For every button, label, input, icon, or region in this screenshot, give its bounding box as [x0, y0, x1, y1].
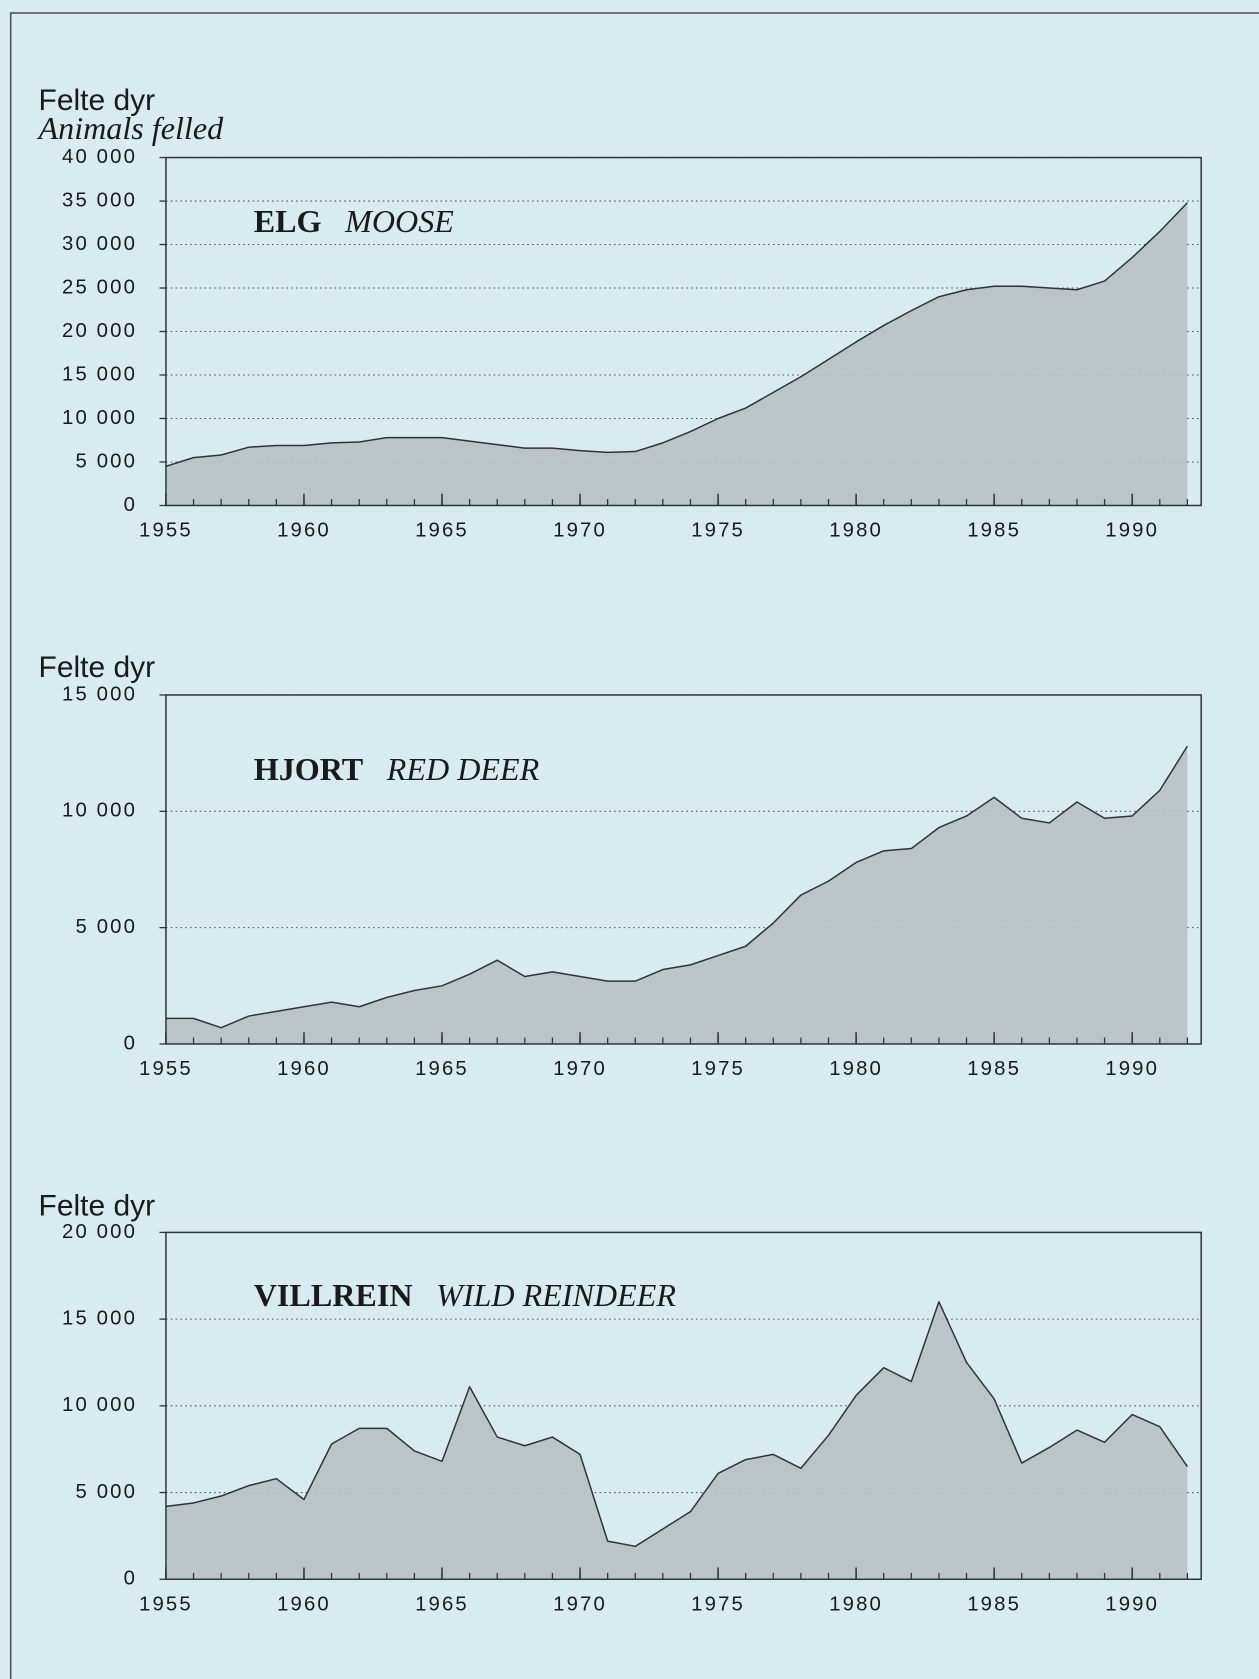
area-outline	[165, 745, 1189, 1029]
plot-frame	[165, 1231, 1202, 1581]
x-tick-label: 1990	[1105, 1058, 1159, 1080]
x-tick-label: 1985	[967, 520, 1021, 542]
y-tick-label: 20 000	[62, 320, 137, 342]
area	[165, 1301, 1188, 1580]
title-english: WILD REINDEER	[436, 1277, 676, 1313]
x-tick-label: 1955	[139, 520, 193, 542]
area-outline	[165, 202, 1188, 468]
area	[165, 202, 1188, 506]
x-tick-label: 1965	[415, 1593, 469, 1615]
y-tick-label: 15 000	[62, 363, 137, 385]
x-tick-label: 1965	[415, 520, 469, 542]
x-tick-label: 1955	[139, 1593, 193, 1615]
y-tick-label: 5 000	[75, 1481, 137, 1503]
title-english: MOOSE	[344, 203, 454, 239]
x-tick-label: 1955	[139, 1058, 193, 1080]
x-tick-label: 1970	[553, 1058, 607, 1080]
x-tick-label: 1970	[553, 520, 607, 542]
y-tick-label: 25 000	[62, 276, 137, 298]
y-tick-label: 15 000	[62, 683, 137, 705]
y-tick-label: 0	[124, 1568, 137, 1590]
chart-title: ELG MOOSE	[254, 203, 455, 239]
y-tick-label: 5 000	[75, 916, 137, 938]
x-tick-label: 1980	[829, 1593, 883, 1615]
x-tick-label: 1990	[1105, 1593, 1159, 1615]
y-tick-label: 10 000	[62, 800, 137, 822]
y-tick-label: 20 000	[62, 1221, 137, 1243]
title-english: RED DEER	[386, 751, 540, 787]
x-tick-label: 1985	[967, 1058, 1021, 1080]
y-axis-label: Felte dyr	[39, 1190, 156, 1223]
x-tick-label: 1975	[691, 520, 745, 542]
title-norwegian: VILLREIN	[254, 1277, 413, 1313]
x-tick-label: 1975	[691, 1058, 745, 1080]
chart-title: VILLREIN WILD REINDEER	[254, 1277, 677, 1313]
x-tick-label: 1960	[277, 520, 331, 542]
x-tick-label: 1960	[277, 1593, 331, 1615]
y-axis-label: Felte dyr	[39, 84, 156, 117]
x-tick-label: 1970	[553, 1593, 607, 1615]
y-axis-label: Animals felled	[37, 110, 225, 146]
y-tick-label: 0	[124, 1032, 137, 1054]
x-tick-label: 1980	[829, 1058, 883, 1080]
y-tick-label: 40 000	[62, 146, 137, 168]
y-tick-label: 15 000	[62, 1307, 137, 1329]
y-tick-label: 10 000	[62, 1394, 137, 1416]
area-outline	[165, 1301, 1189, 1548]
x-tick-label: 1965	[415, 1058, 469, 1080]
y-axis-label: Felte dyr	[39, 651, 156, 684]
plot-frame	[165, 156, 1202, 507]
y-tick-label: 30 000	[62, 233, 137, 255]
y-tick-label: 0	[124, 494, 137, 516]
x-tick-label: 1985	[967, 1593, 1021, 1615]
x-tick-label: 1975	[691, 1593, 745, 1615]
plot-frame	[165, 694, 1202, 1045]
y-tick-label: 35 000	[62, 189, 137, 211]
x-tick-label: 1990	[1105, 520, 1159, 542]
frame	[9, 12, 1259, 1679]
x-tick-label: 1980	[829, 520, 883, 542]
title-norwegian: HJORT	[254, 751, 363, 787]
title-norwegian: ELG	[254, 203, 322, 239]
y-tick-label: 10 000	[62, 407, 137, 429]
area	[165, 746, 1188, 1044]
y-tick-label: 5 000	[75, 450, 137, 472]
chart-title: HJORT RED DEER	[254, 751, 540, 787]
x-tick-label: 1960	[277, 1058, 331, 1080]
